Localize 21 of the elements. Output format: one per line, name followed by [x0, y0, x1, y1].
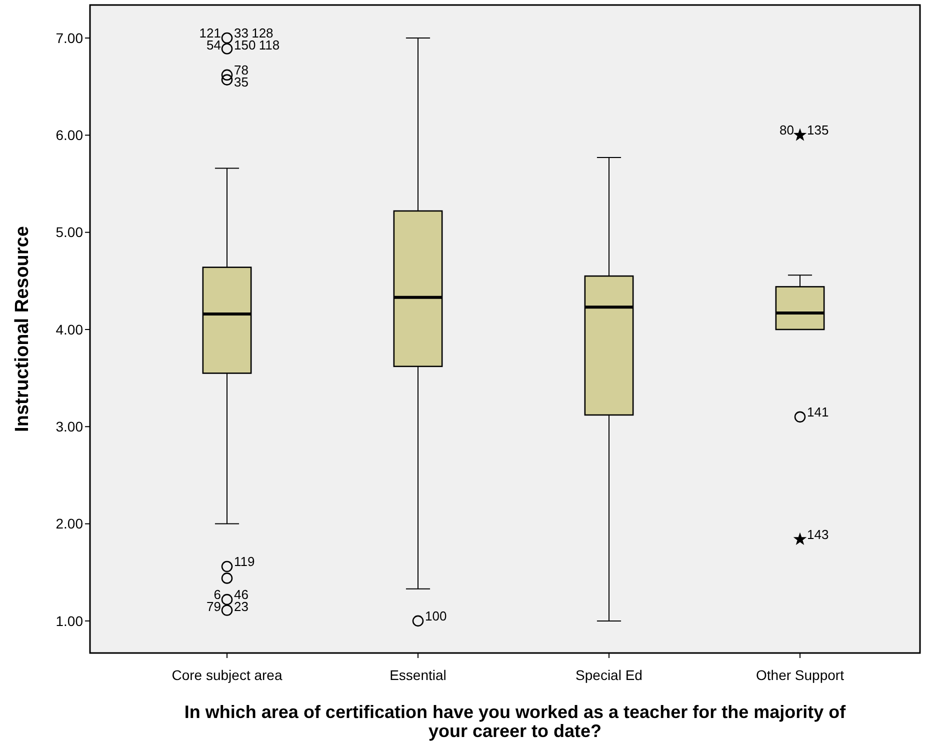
x-tick-label: Other Support [756, 667, 844, 683]
x-tick-label: Essential [390, 667, 446, 683]
annotation: 100 [425, 608, 447, 624]
y-tick-label: 3.00 [56, 418, 84, 435]
y-tick-label: 2.00 [56, 516, 84, 532]
annotation: 80 [780, 122, 794, 138]
y-axis-title: Instructional Resource [12, 226, 33, 432]
annotation: 141 [807, 404, 829, 420]
y-tick-label: 7.00 [56, 30, 84, 46]
annotation: 35 [234, 74, 248, 90]
annotation: 119 [234, 554, 255, 570]
x-axis-title: In which area of certification have you worked as a teacher for the majority of your career to date? [184, 702, 847, 741]
x-tick-label: Core subject area [172, 667, 282, 683]
y-tick-label: 4.00 [56, 321, 84, 338]
y-tick-label: 1.00 [56, 612, 84, 629]
y-tick-label: 5.00 [56, 224, 84, 240]
annotation: 78 [234, 62, 248, 78]
y-tick-label: 6.00 [56, 127, 84, 144]
x-tick-label: Special Ed [576, 667, 642, 683]
annotation: 143 [807, 526, 829, 542]
annotation: 135 [807, 122, 829, 138]
